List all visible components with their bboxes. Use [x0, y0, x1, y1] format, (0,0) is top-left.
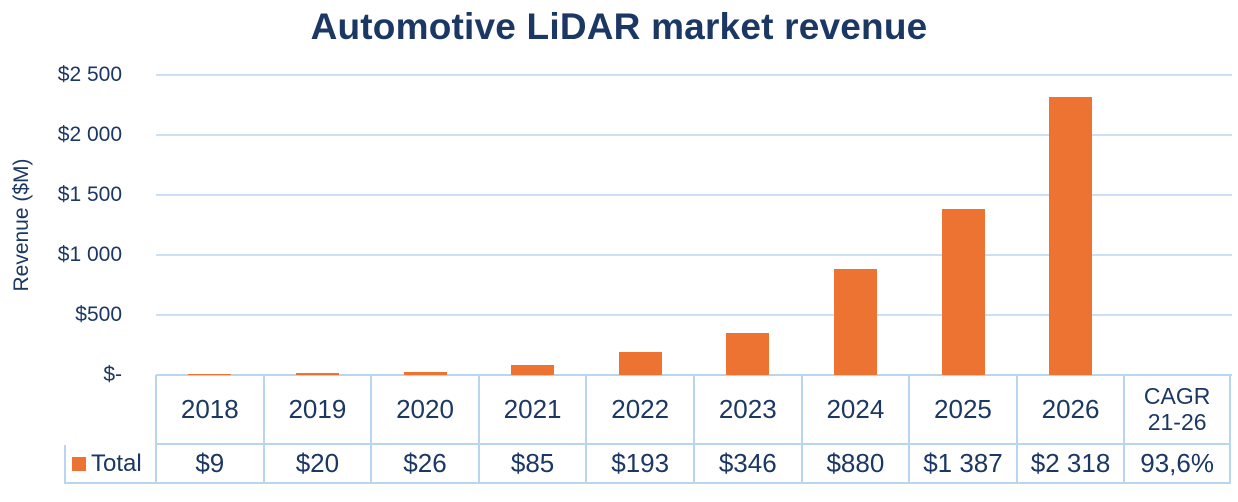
plot-area [156, 74, 1232, 376]
data-table-value-row: Total $9 $20 $26 $85 $193 $346 $880 $1 387 $2 318… [64, 445, 1232, 484]
value-cell-2023: $346 [692, 445, 801, 484]
bar-2020 [403, 372, 447, 375]
gridline [156, 194, 1232, 196]
value-cell-2026: $2 318 [1015, 445, 1124, 484]
legend-total: Total [64, 445, 155, 484]
year-header-cell: 2022 [585, 375, 693, 445]
value-cell-2019: $20 [262, 445, 371, 484]
y-tick-label: $500 [75, 303, 122, 326]
bar-2023 [726, 333, 770, 375]
gridline [156, 134, 1232, 136]
y-tick-label: $2 500 [57, 63, 122, 86]
cagr-header-line: CAGR [1143, 382, 1211, 409]
cagr-header-cell: CAGR 21-26 [1123, 375, 1231, 445]
bar-2021 [511, 365, 555, 375]
cagr-header-line: 21-26 [1147, 409, 1207, 435]
year-header-cell: 2021 [477, 375, 586, 445]
year-header-cell: 2023 [692, 375, 801, 445]
total-series-swatch-icon [72, 456, 86, 471]
y-tick-label: $2 000 [57, 123, 122, 146]
year-header-cell: 2026 [1015, 375, 1124, 445]
bar-2022 [618, 352, 662, 375]
gridline [156, 74, 1232, 76]
chart-title: Automotive LiDAR market revenue [310, 6, 928, 47]
year-header-cell: 2025 [908, 375, 1016, 445]
bar-2019 [295, 373, 339, 375]
year-header-cell: 2020 [370, 375, 478, 445]
bar-2018 [188, 374, 232, 375]
bar-2026 [1049, 97, 1093, 375]
value-cell-2018: $9 [155, 445, 263, 484]
data-table-year-row: 2018 2019 2020 2021 2022 2023 2024 2025 2026 CAGR… [155, 375, 1232, 445]
legend-total-label: Total [91, 449, 142, 477]
y-tick-label: $1 000 [57, 243, 122, 266]
value-cell-2021: $85 [477, 445, 586, 484]
gridline [156, 314, 1232, 316]
gridline [156, 254, 1232, 256]
y-tick-label: $1 500 [57, 183, 122, 206]
y-tick-label: $- [103, 363, 122, 386]
year-header-cell: 2024 [800, 375, 909, 445]
value-cell-2022: $193 [585, 445, 693, 484]
value-cell-2024: $880 [800, 445, 909, 484]
value-cell-2020: $26 [370, 445, 478, 484]
year-header-cell: 2018 [155, 375, 263, 445]
value-cell-2025: $1 387 [908, 445, 1016, 484]
bar-2024 [833, 269, 877, 375]
bar-2025 [941, 209, 985, 375]
y-axis-title: Revenue ($M) [10, 158, 33, 292]
year-header-cell: 2019 [262, 375, 371, 445]
cagr-value-cell: 93,6% [1123, 445, 1231, 484]
